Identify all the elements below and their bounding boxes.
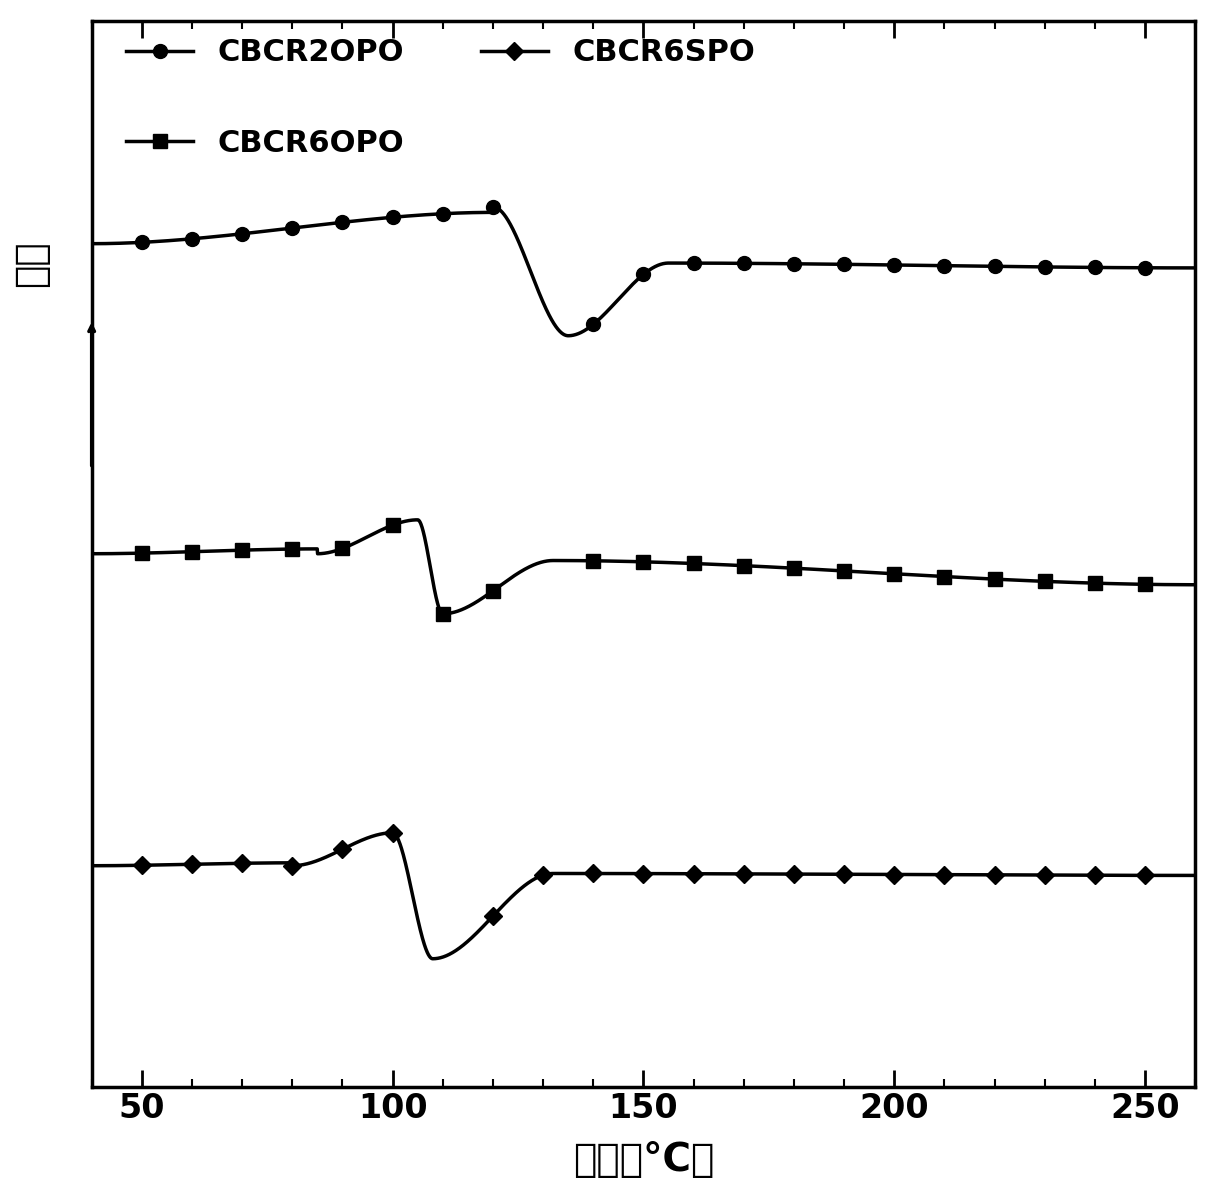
X-axis label: 温度（°C）: 温度（°C） <box>573 1141 714 1180</box>
Text: 放热: 放热 <box>12 240 50 287</box>
Legend: CBCR6OPO: CBCR6OPO <box>114 116 416 170</box>
